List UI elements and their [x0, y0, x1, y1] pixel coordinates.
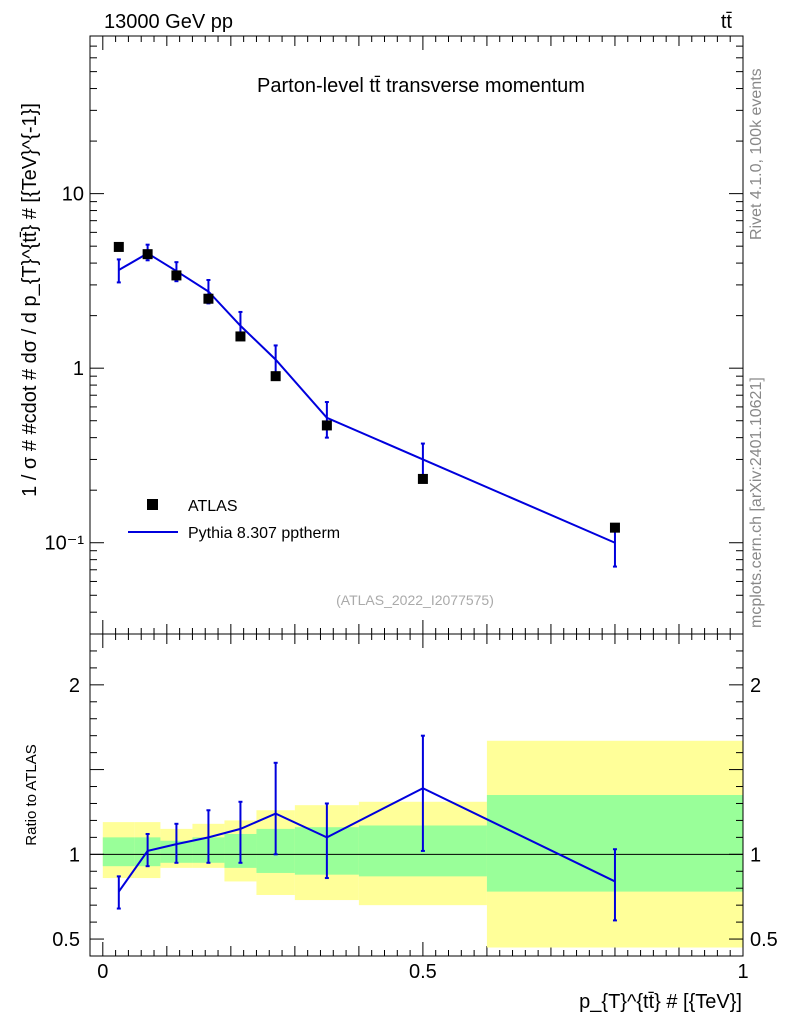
- ratio-panel: 0.5 0.5 1 1 2 2 Ratio to ATLAS: [23, 633, 778, 957]
- energy-label: 13000 GeV pp: [104, 11, 233, 33]
- chart-title: Parton-level tt̄ transverse momentum: [257, 75, 585, 97]
- atlas-point: [609, 522, 620, 533]
- ratio-plot-frame: [89, 633, 744, 957]
- ratio-y-tick-label-right: 0.5: [750, 929, 778, 951]
- legend: ATLAS Pythia 8.307 pptherm: [128, 498, 340, 542]
- atlas-point: [113, 241, 124, 252]
- main-panel: 10⁻¹ 1 10 Parton-level tt̄ transverse mome…: [19, 35, 744, 956]
- y-tick-label: 10⁻¹: [45, 533, 85, 555]
- ratio-y-tick-label: 2: [69, 675, 80, 697]
- process-label: tt̄: [721, 11, 733, 33]
- legend-atlas-label: ATLAS: [188, 498, 238, 515]
- ratio-y-axis-label: Ratio to ATLAS: [23, 744, 40, 845]
- x-tick-label: 0: [97, 961, 108, 983]
- x-axis-label: p_{T}^{tt̄} # [{TeV}]: [579, 991, 742, 1013]
- x-tick-label: 1: [737, 961, 748, 983]
- legend-atlas-marker: [147, 499, 158, 510]
- legend-pythia-label: Pythia 8.307 pptherm: [188, 525, 340, 542]
- main-plot-frame: [89, 35, 744, 635]
- atlas-point: [171, 270, 182, 281]
- y-axis-label: 1 / σ # #cdot # dσ / d p_{T}^{tt̄} # [{T…: [19, 103, 41, 497]
- ratio-y-tick-label-right: 2: [750, 675, 761, 697]
- source-label: mcplots.cern.ch [arXiv:2401.10621]: [748, 377, 765, 628]
- atlas-point: [321, 420, 332, 431]
- analysis-watermark: (ATLAS_2022_I2077575): [336, 592, 494, 608]
- ratio-y-tick-label-right: 1: [750, 844, 761, 866]
- atlas-point: [203, 293, 214, 304]
- atlas-point: [417, 473, 428, 484]
- y-tick-label: 10: [62, 184, 84, 206]
- rivet-version-label: Rivet 4.1.0, 100k events: [748, 68, 765, 240]
- x-tick-label: 0.5: [409, 961, 437, 983]
- atlas-point: [235, 331, 246, 342]
- atlas-point: [142, 249, 153, 260]
- y-tick-label: 1: [73, 358, 84, 380]
- ratio-y-tick-label: 1: [69, 844, 80, 866]
- ratio-line: [117, 787, 616, 893]
- atlas-point: [270, 371, 281, 382]
- ratio-y-tick-label: 0.5: [52, 929, 80, 951]
- pythia-line: [118, 252, 616, 544]
- ratio-band-inner: [102, 837, 135, 867]
